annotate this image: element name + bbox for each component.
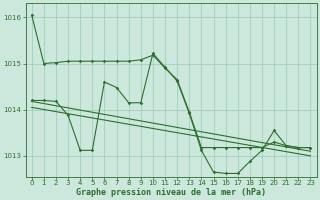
X-axis label: Graphe pression niveau de la mer (hPa): Graphe pression niveau de la mer (hPa) (76, 188, 266, 197)
